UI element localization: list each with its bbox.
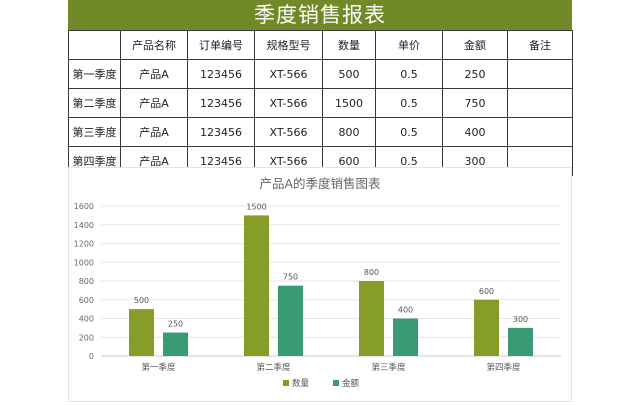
- legend-label: 金额: [342, 378, 360, 389]
- table-cell[interactable]: 产品A: [120, 117, 188, 147]
- y-tick-label: 1600: [74, 202, 94, 211]
- header-cell[interactable]: 订单编号: [187, 30, 255, 60]
- data-label: 600: [479, 287, 494, 296]
- table-row: 第三季度 产品A 123456 XT-566 800 0.5 400: [68, 117, 573, 147]
- table-cell[interactable]: 123456: [187, 117, 255, 147]
- data-label: 1500: [246, 202, 266, 211]
- table-cell[interactable]: XT-566: [254, 59, 323, 89]
- bar: [508, 327, 533, 356]
- table-cell[interactable]: 0.5: [375, 117, 443, 147]
- y-tick-label: 600: [79, 296, 94, 305]
- table-cell[interactable]: [507, 59, 573, 89]
- legend-label: 数量: [292, 378, 310, 389]
- data-label: 800: [364, 268, 379, 277]
- y-tick-label: 200: [79, 333, 94, 342]
- bar: [129, 309, 154, 356]
- bar: [474, 299, 499, 356]
- table-cell[interactable]: 0.5: [375, 59, 443, 89]
- header-cell[interactable]: [68, 30, 121, 60]
- header-cell[interactable]: 金额: [442, 30, 508, 60]
- table-cell[interactable]: 产品A: [120, 88, 188, 118]
- table-cell[interactable]: 800: [322, 117, 376, 147]
- chart-area[interactable]: 产品A的季度销售图表 0 200 400 600 800 1000 1200 1400 1600…: [68, 167, 572, 402]
- data-label: 300: [513, 315, 528, 324]
- table-cell[interactable]: 750: [442, 88, 508, 118]
- table-cell[interactable]: 第一季度: [68, 59, 121, 89]
- y-tick-label: 0: [89, 352, 94, 361]
- x-tick-label: 第三季度: [371, 362, 406, 373]
- report-title: 季度销售报表: [68, 0, 572, 30]
- header-cell[interactable]: 单价: [375, 30, 443, 60]
- legend-swatch: [333, 380, 339, 386]
- sales-table: 产品名称 订单编号 规格型号 数量 单价 金额 备注 第一季度 产品A 123456 XT-566 5…: [68, 30, 573, 176]
- data-label: 400: [398, 306, 413, 315]
- bar-chart: 产品A的季度销售图表 0 200 400 600 800 1000 1200 1400 1600…: [74, 176, 561, 389]
- table-cell[interactable]: XT-566: [254, 88, 323, 118]
- x-tick-label: 第一季度: [141, 362, 176, 373]
- y-tick-label: 400: [79, 315, 94, 324]
- y-tick-label: 1000: [74, 258, 94, 267]
- x-tick-label: 第四季度: [486, 362, 521, 373]
- header-cell[interactable]: 备注: [507, 30, 573, 60]
- legend-swatch: [283, 380, 289, 386]
- spreadsheet: 季度销售报表 产品名称 订单编号 规格型号 数量 单价 金额 备注 第一季度 产品A 123456…: [68, 0, 573, 402]
- table-cell[interactable]: 123456: [187, 88, 255, 118]
- table-row: 第一季度 产品A 123456 XT-566 500 0.5 250: [68, 59, 573, 89]
- data-label: 750: [283, 273, 298, 282]
- header-row: 产品名称 订单编号 规格型号 数量 单价 金额 备注: [68, 30, 573, 60]
- table-cell[interactable]: 第二季度: [68, 88, 121, 118]
- table-cell[interactable]: 250: [442, 59, 508, 89]
- y-tick-label: 1400: [74, 221, 94, 230]
- table-cell[interactable]: 第三季度: [68, 117, 121, 147]
- table-cell[interactable]: [507, 117, 573, 147]
- table-cell[interactable]: [507, 88, 573, 118]
- table-cell[interactable]: 产品A: [120, 59, 188, 89]
- data-label: 250: [168, 320, 183, 329]
- table-cell[interactable]: 1500: [322, 88, 376, 118]
- bar: [278, 285, 303, 356]
- y-tick-label: 1200: [74, 240, 94, 249]
- bar: [163, 332, 188, 356]
- table-cell[interactable]: 400: [442, 117, 508, 147]
- bar: [244, 215, 269, 356]
- x-tick-label: 第二季度: [256, 362, 291, 373]
- table-row: 第二季度 产品A 123456 XT-566 1500 0.5 750: [68, 88, 573, 118]
- table-cell[interactable]: 0.5: [375, 88, 443, 118]
- table-cell[interactable]: 123456: [187, 59, 255, 89]
- bar: [393, 318, 418, 356]
- table-cell[interactable]: 500: [322, 59, 376, 89]
- y-tick-label: 800: [79, 277, 94, 286]
- header-cell[interactable]: 规格型号: [254, 30, 323, 60]
- data-label: 500: [134, 296, 149, 305]
- header-cell[interactable]: 数量: [322, 30, 376, 60]
- table-cell[interactable]: XT-566: [254, 117, 323, 147]
- chart-title: 产品A的季度销售图表: [259, 176, 381, 191]
- header-cell[interactable]: 产品名称: [120, 30, 188, 60]
- bar: [359, 281, 384, 356]
- table-row: 第四季度 产品A 123456 XT-566 600 0.5 300: [68, 146, 573, 176]
